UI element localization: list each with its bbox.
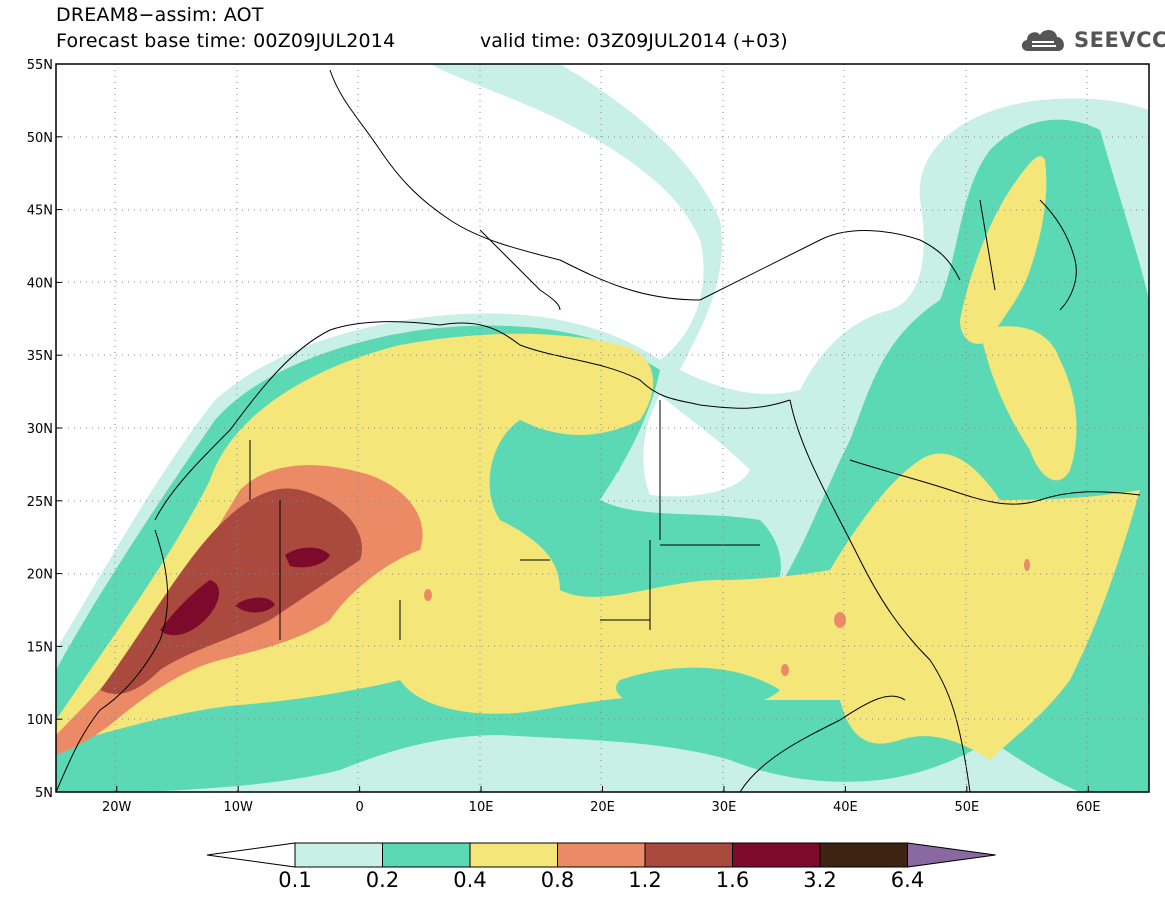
aot-band-1.2 xyxy=(100,488,362,694)
lat-tick-label: 40N xyxy=(27,276,53,291)
colorbar-low-arrow xyxy=(206,842,296,868)
lat-tick-label: 5N xyxy=(35,786,53,801)
colorbar-level-label: 1.6 xyxy=(715,868,750,892)
cloud-icon xyxy=(1021,29,1064,51)
aot-band-1.6 xyxy=(160,580,220,636)
colorbar-level-label: 6.4 xyxy=(890,868,925,892)
lat-tick-label: 45N xyxy=(27,204,53,219)
colorbar-swatch xyxy=(294,842,383,868)
aot-spot xyxy=(781,664,789,676)
valid-time: valid time: 03Z09JUL2014 (+03) xyxy=(480,30,788,52)
lat-tick-label: 15N xyxy=(27,640,53,655)
lon-tick-label: 0 xyxy=(355,800,363,815)
aot-band-0.4-arabia xyxy=(980,326,1077,481)
lat-tick-label: 25N xyxy=(27,495,53,510)
lon-tick-label: 50E xyxy=(954,800,979,815)
seevccc-logo: SEEVCCC xyxy=(1018,24,1165,56)
lon-axis: 20W 10W 0 10E 20E 30E 40E 50E 60E xyxy=(102,786,1101,815)
lon-tick-label: 20W xyxy=(102,800,132,815)
lat-tick-label: 35N xyxy=(27,349,53,364)
colorbar-level-label: 0.2 xyxy=(365,868,400,892)
colorbar-level-label: 0.1 xyxy=(278,868,312,892)
aot-band-0.4 xyxy=(56,333,1140,760)
graticule xyxy=(56,64,1149,792)
colorbar-level-label: 0.4 xyxy=(453,868,487,892)
coastlines xyxy=(56,69,1141,792)
aot-band-1.6c xyxy=(235,597,275,613)
map-title: DREAM8−assim: AOT xyxy=(56,4,264,26)
colorbar-level-label: 3.2 xyxy=(803,868,837,892)
forecast-base-time: Forecast base time: 00Z09JUL2014 xyxy=(56,30,396,52)
lon-tick-label: 30E xyxy=(712,800,737,815)
lat-tick-label: 50N xyxy=(27,131,53,146)
lat-tick-label: 30N xyxy=(27,422,53,437)
lon-tick-label: 40E xyxy=(833,800,858,815)
aot-spot xyxy=(1024,559,1030,571)
aot-clear-region xyxy=(643,395,750,497)
colorbar-swatch xyxy=(732,842,821,868)
aot-band-0.2-inner xyxy=(506,433,620,489)
logo-text: SEEVCCC xyxy=(1074,28,1165,52)
aot-band-0.2-inner2 xyxy=(616,667,780,710)
lat-axis: 55N 50N 45N 40N 35N 30N 25N 20N 15N 10N 5N xyxy=(27,58,62,801)
aot-spot xyxy=(834,612,846,628)
lon-tick-label: 10E xyxy=(469,800,494,815)
colorbar-high-arrow xyxy=(907,842,996,868)
aot-band-0.4-caspian xyxy=(960,156,1047,344)
colorbar xyxy=(206,842,996,868)
colorbar-swatch xyxy=(819,842,908,868)
colorbar-level-label: 1.2 xyxy=(628,868,662,892)
lat-tick-label: 10N xyxy=(27,713,53,728)
colorbar-swatch xyxy=(382,842,471,868)
aot-spot xyxy=(424,589,432,601)
lat-tick-label: 20N xyxy=(27,568,53,583)
colorbar-swatch xyxy=(469,842,558,868)
lon-tick-label: 10W xyxy=(223,800,253,815)
lat-tick-label: 55N xyxy=(27,58,53,73)
colorbar-swatch xyxy=(644,842,733,868)
aot-band-1.6b xyxy=(285,547,330,568)
colorbar-level-label: 0.8 xyxy=(540,868,575,892)
lon-tick-label: 60E xyxy=(1076,800,1101,815)
lon-tick-label: 20E xyxy=(590,800,615,815)
colorbar-swatch xyxy=(557,842,646,868)
